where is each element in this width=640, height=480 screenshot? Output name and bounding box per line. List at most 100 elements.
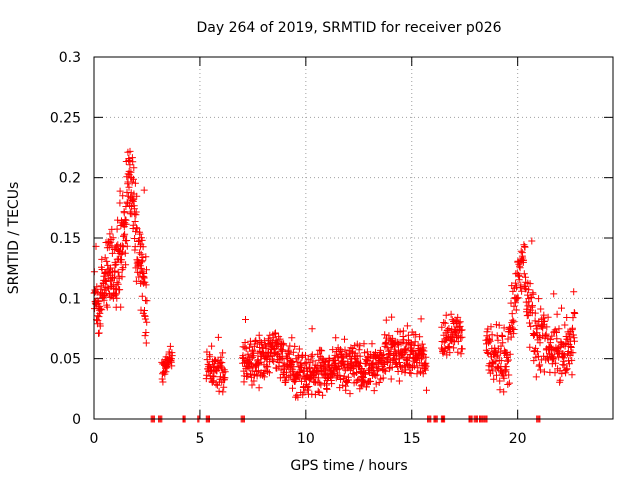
y-tick-label: 0.05 <box>50 352 81 368</box>
data-point <box>336 372 344 380</box>
chart-title: Day 264 of 2019, SRMTID for receiver p02… <box>196 20 501 36</box>
data-point <box>305 383 313 390</box>
data-point <box>373 371 381 379</box>
tick-labels: 0 5 10 15 20 0 0.05 0.1 0.15 0.2 0.25 0.3 <box>50 50 527 447</box>
data-point <box>203 371 211 379</box>
data-point <box>95 313 103 321</box>
data-point <box>240 378 248 386</box>
data-point <box>109 273 117 281</box>
data-point <box>410 362 418 370</box>
data-point <box>122 220 130 228</box>
data-point <box>508 310 516 318</box>
data-point <box>543 323 551 331</box>
data-point <box>363 383 370 391</box>
data-point <box>123 242 131 250</box>
data-point <box>550 355 558 363</box>
data-point <box>523 305 531 313</box>
data-point <box>526 319 533 327</box>
data-point <box>131 235 139 242</box>
data-point <box>564 348 572 355</box>
data-point <box>357 382 365 390</box>
data-point <box>497 342 505 350</box>
data-point <box>510 326 518 333</box>
data-point <box>141 332 149 340</box>
data-point <box>421 366 429 374</box>
data-point <box>500 374 508 382</box>
data-point <box>247 340 255 348</box>
data-point <box>388 363 396 371</box>
data-point <box>138 236 146 244</box>
data-point <box>325 361 332 369</box>
data-point <box>280 340 288 348</box>
data-point <box>118 273 126 281</box>
data-point <box>120 209 128 217</box>
data-point <box>563 365 571 373</box>
data-point <box>125 183 133 191</box>
data-point <box>96 309 104 317</box>
data-point <box>220 383 228 391</box>
data-point <box>454 348 462 356</box>
data-point <box>456 318 464 326</box>
data-point <box>102 289 110 297</box>
data-point <box>314 374 322 382</box>
data-point <box>542 330 550 338</box>
data-point <box>411 338 419 346</box>
data-point <box>368 360 376 367</box>
data-point <box>96 322 104 330</box>
data-point <box>353 369 360 376</box>
data-point <box>510 302 518 310</box>
data-point <box>241 339 249 346</box>
data-point <box>552 359 560 367</box>
data-point <box>270 357 278 365</box>
data-point <box>140 274 148 282</box>
data-point <box>314 387 322 395</box>
data-point <box>566 333 574 341</box>
data-point <box>511 299 519 307</box>
data-point <box>483 348 491 356</box>
data-point <box>569 314 577 322</box>
data-point <box>493 371 500 379</box>
data-point <box>342 386 350 394</box>
data-point <box>340 372 348 380</box>
data-point <box>395 377 403 385</box>
data-point <box>214 333 222 341</box>
data-point <box>562 366 570 374</box>
data-point <box>260 373 268 381</box>
data-point <box>422 353 430 361</box>
data-point <box>219 388 227 396</box>
data-point <box>527 322 535 330</box>
data-point <box>120 232 128 240</box>
data-point <box>382 316 390 324</box>
x-axis-label: GPS time / hours <box>290 458 407 474</box>
data-point <box>446 349 454 357</box>
data-point <box>117 303 125 311</box>
data-point <box>264 363 272 371</box>
data-point <box>349 345 357 352</box>
data-point <box>323 385 331 393</box>
data-point <box>116 286 124 294</box>
data-point <box>277 355 285 363</box>
data-point <box>516 272 524 280</box>
data-point <box>509 316 517 324</box>
data-point <box>300 388 308 396</box>
data-point <box>308 351 316 359</box>
data-point <box>333 353 341 361</box>
data-point <box>137 250 145 258</box>
data-point <box>103 257 111 265</box>
data-point <box>291 342 299 350</box>
data-point <box>546 336 554 344</box>
data-point <box>142 281 150 289</box>
data-point <box>356 342 364 350</box>
data-point <box>499 333 506 340</box>
data-point <box>382 339 390 347</box>
data-point <box>309 357 317 365</box>
data-point <box>217 353 225 361</box>
data-point <box>308 325 316 333</box>
data-point <box>380 367 388 375</box>
data-point <box>112 260 120 268</box>
data-point <box>526 280 534 288</box>
data-point <box>487 323 495 331</box>
x-tick-label: 0 <box>90 431 99 447</box>
data-point <box>441 319 449 327</box>
